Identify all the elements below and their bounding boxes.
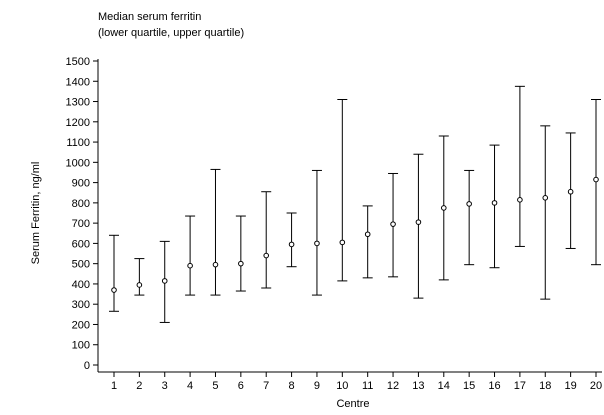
- median-point: [593, 176, 599, 183]
- x-tick-label: 16: [488, 380, 500, 392]
- median-point: [161, 278, 168, 284]
- x-tick-label: 5: [212, 380, 218, 392]
- median-point: [212, 261, 219, 268]
- x-tick-label: 4: [187, 380, 193, 392]
- median-point: [288, 241, 295, 248]
- y-tick-label: 200: [72, 319, 90, 331]
- x-tick-label: 6: [238, 380, 244, 392]
- chart-title: Median serum ferritin: [98, 11, 201, 23]
- x-tick-label: 13: [412, 380, 424, 392]
- y-tick-label: 1400: [66, 76, 90, 88]
- median-point: [314, 240, 320, 247]
- median-point: [466, 201, 472, 207]
- chart-subtitle: (lower quartile, upper quartile): [98, 27, 244, 39]
- x-tick-label: 15: [463, 380, 475, 392]
- x-tick-label: 11: [362, 380, 373, 392]
- median-point: [491, 200, 498, 206]
- y-tick-label: 600: [72, 238, 90, 250]
- y-tick-label: 500: [72, 259, 90, 271]
- y-tick-label: 700: [72, 218, 90, 230]
- median-point: [136, 282, 143, 288]
- median-point: [339, 239, 346, 246]
- median-point: [187, 262, 193, 269]
- x-tick-label: 3: [162, 380, 168, 392]
- x-tick-label: 2: [136, 380, 142, 392]
- y-tick-label: 1300: [66, 97, 90, 109]
- error-bars: [109, 85, 601, 323]
- y-tick-label: 0: [84, 360, 90, 372]
- x-tick-label: 18: [539, 380, 551, 392]
- y-axis-title: Serum Ferritin, ng/ml: [30, 162, 42, 265]
- median-point: [111, 287, 117, 293]
- y-tick-label: 800: [72, 198, 90, 210]
- x-tick-label: 19: [565, 380, 577, 392]
- x-tick-label: 17: [514, 380, 526, 392]
- median-point: [567, 188, 574, 195]
- median-point: [238, 260, 244, 267]
- y-tick-label: 1000: [66, 157, 90, 169]
- y-tick-label: 300: [72, 299, 90, 311]
- median-point: [542, 195, 549, 201]
- y-ticks: 0 100 200 300 400 500 600 700 800 900 1000 1100 1200…: [66, 56, 98, 372]
- x-ticks: 1 2 3 4 5 6 7 8 9 10 11 12 13 14 15 16 17 18 19 20: [111, 372, 602, 392]
- median-point: [390, 221, 396, 227]
- y-tick-label: 400: [72, 279, 90, 291]
- y-tick-label: 1100: [66, 137, 90, 149]
- x-tick-label: 10: [336, 380, 348, 392]
- median-point: [517, 197, 523, 203]
- y-tick-label: 1500: [66, 56, 90, 68]
- x-tick-label: 7: [263, 380, 269, 392]
- x-tick-label: 12: [387, 380, 399, 392]
- y-tick-label: 900: [72, 178, 90, 190]
- y-tick-label: 100: [72, 340, 90, 352]
- median-point: [263, 252, 270, 259]
- x-tick-label: 8: [289, 380, 295, 392]
- y-tick-label: 1200: [66, 117, 90, 129]
- x-tick-label: 9: [314, 380, 320, 392]
- median-point: [364, 231, 371, 238]
- x-tick-label: 1: [111, 380, 117, 392]
- median-point: [440, 205, 447, 211]
- x-tick-label: 14: [438, 380, 450, 392]
- x-tick-label: 20: [590, 380, 602, 392]
- median-point: [415, 219, 422, 225]
- x-axis-title: Centre: [336, 398, 369, 410]
